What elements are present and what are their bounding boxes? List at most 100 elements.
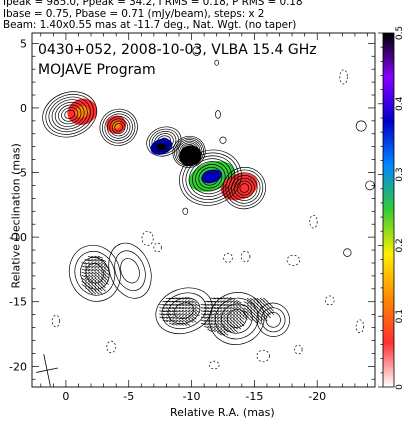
evpa-tick [81,284,87,288]
evpa-tick [91,268,97,272]
evpa-tick [243,307,249,312]
evpa-tick [194,306,200,310]
evpa-tick [194,312,200,317]
pol-core-4 [201,169,223,184]
contour-level [173,302,195,320]
evpa-tick [172,297,178,300]
evpa-tick [223,331,229,336]
evpa-tick [168,300,175,303]
contour-level [159,137,169,146]
evpa-tick [210,313,216,316]
evpa-tick [203,304,210,306]
component-2 [146,126,182,157]
evpa-tick [178,309,185,313]
negative-contour-10 [339,69,348,85]
evpa-tick [168,322,175,326]
evpa-tick [94,283,100,288]
header-line-beam: Beam: 1.40x0.55 mas at -11.7 deg., Nat. … [3,19,297,32]
evpa-tick [250,304,256,309]
component-7 [108,242,152,299]
evpa-tick [188,312,194,317]
evpa-tick [210,306,216,310]
evpa-tick [233,312,239,317]
evpa-tick [84,259,91,262]
evpa-tick [250,307,256,312]
evpa-tick [88,280,94,285]
evpa-tick [216,306,223,310]
evpa-tick [246,304,253,308]
contour-level [114,123,123,132]
evpa-tick [236,300,242,304]
evpa-tick [97,268,103,272]
evpa-tick [239,312,245,317]
evpa-tick [250,301,256,305]
negative-contour-0 [141,230,154,246]
component-0 [42,91,98,138]
evpa-tick [259,297,265,302]
evpa-tick [207,319,213,323]
colorbar-tick-label: 0.3 [395,167,405,181]
evpa-tick [162,304,169,306]
evpa-tick [210,322,216,326]
y-axis-label: Relative Declination (mas) [9,143,23,289]
colorbar-tick-label: 0.1 [395,309,405,323]
noise-contour-0 [192,46,201,56]
contour-level [185,148,193,155]
evpa-tick [236,309,242,314]
evpa-tick [172,310,178,313]
contour-level [109,118,128,137]
evpa-tick [165,319,172,323]
negative-contour-8 [256,349,270,363]
noise-contour-4 [355,120,367,132]
evpa-tick [97,280,103,285]
evpa-tick [188,319,194,323]
evpa-tick [213,316,220,320]
contour-level [220,303,253,334]
evpa-tick [91,274,97,279]
evpa-tick [165,316,172,319]
evpa-tick [91,271,97,275]
contour-level [108,242,152,299]
evpa-tick [239,318,245,323]
evpa-tick [229,300,236,304]
evpa-tick [213,297,220,300]
evpa-tick [81,265,87,268]
y-tick-label: -5 [16,167,27,180]
contour-level [42,91,98,138]
evpa-tick [88,290,94,295]
evpa-tick [200,304,207,306]
evpa-tick [91,283,97,288]
evpa-tick [233,328,238,333]
component-4 [179,149,242,206]
evpa-tick [207,325,213,329]
evpa-tick [91,259,97,262]
contour-level [61,107,79,122]
evpa-tick [88,287,94,292]
evpa-tick [242,309,248,314]
evpa-tick [213,313,220,316]
evpa-tick [175,300,181,303]
evpa-tick [223,316,229,320]
negative-contour-4 [286,254,300,266]
evpa-tick [87,259,94,262]
evpa-tick [101,283,106,289]
evpa-tick [100,265,106,269]
noise-contour-2 [219,136,227,144]
contour-level [85,263,105,284]
evpa-tick [233,318,239,323]
evpa-tick [104,271,110,276]
evpa-tick [162,310,169,313]
contour-level [231,175,258,201]
evpa-tick [97,290,103,295]
evpa-tick [204,322,210,326]
evpa-tick [200,313,207,316]
x-tick-label: -10 [183,390,201,403]
evpa-tick [232,300,239,304]
evpa-tick [191,300,197,304]
evpa-tick [97,255,103,259]
contour-level [102,111,136,144]
negative-contour-9 [325,295,335,306]
evpa-tick [168,310,175,313]
evpa-tick [168,297,175,300]
